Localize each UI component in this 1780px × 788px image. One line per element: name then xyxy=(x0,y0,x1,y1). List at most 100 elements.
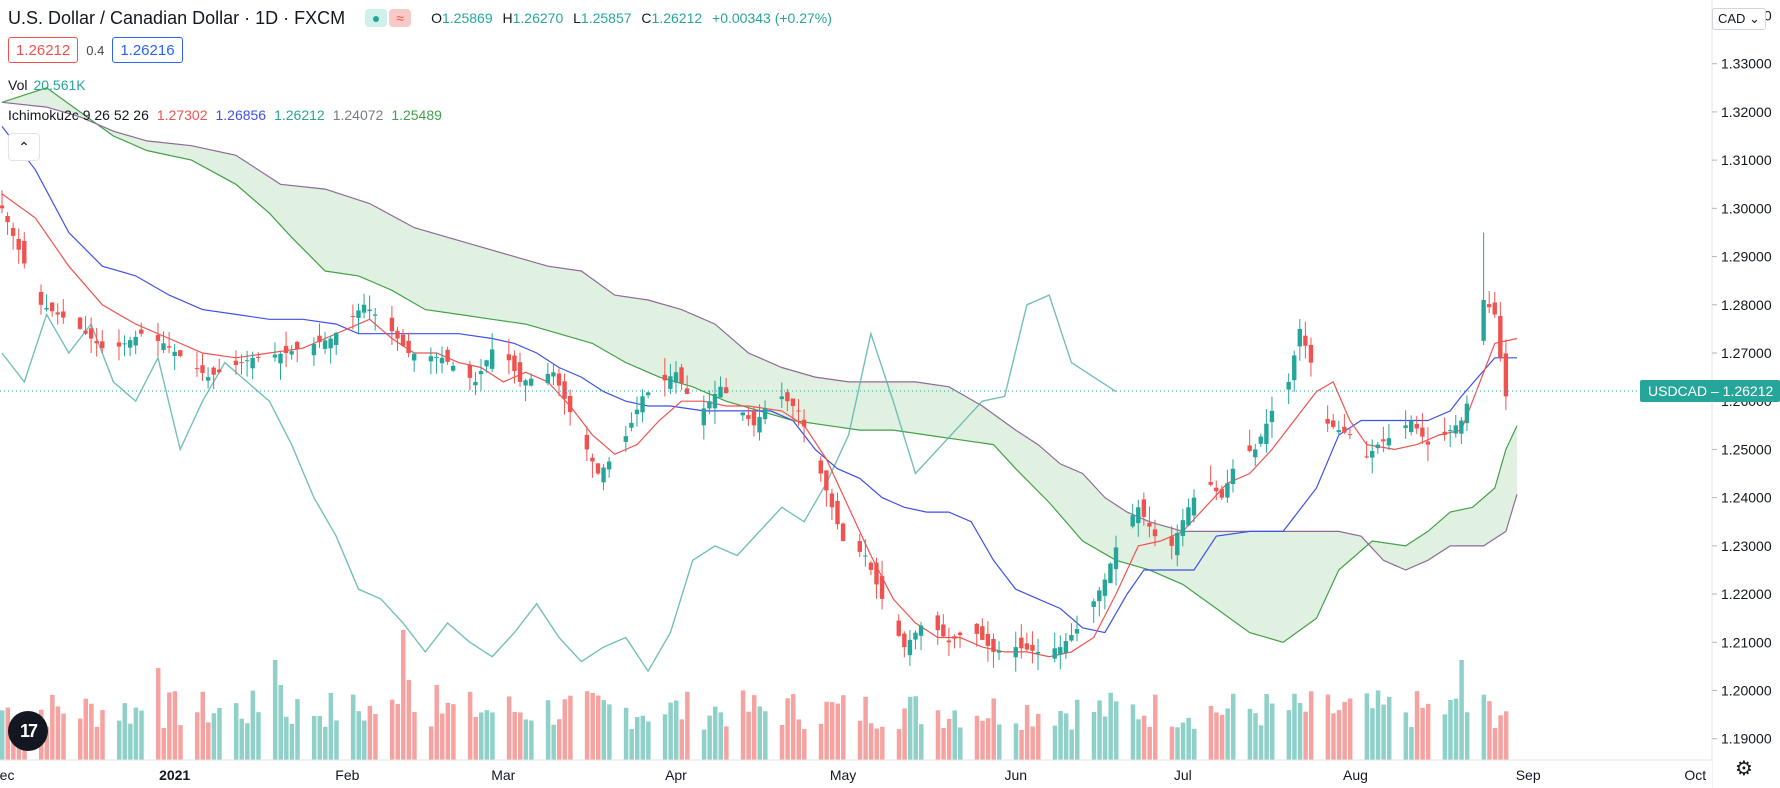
candle-body xyxy=(88,328,94,339)
volume-bar xyxy=(506,696,512,760)
collapse-legend-button[interactable]: ⌃ xyxy=(8,133,40,161)
candle-body xyxy=(283,345,289,353)
volume-bar xyxy=(907,696,913,760)
volume-bar xyxy=(1481,694,1487,760)
volume-bar xyxy=(1386,696,1392,760)
volume-bar xyxy=(607,704,612,760)
candle-body xyxy=(1303,335,1308,346)
y-tick-label: 1.29000 xyxy=(1721,249,1772,265)
candle-body xyxy=(1019,637,1024,649)
volume-bar xyxy=(880,726,885,760)
delayed-data-icon[interactable]: ≈ xyxy=(389,9,412,27)
candle-body xyxy=(395,330,400,339)
y-tick-label: 1.32000 xyxy=(1721,104,1772,120)
ichimoku-base-value: 1.26856 xyxy=(215,107,267,123)
volume-bar xyxy=(1175,727,1180,760)
volume-bar xyxy=(529,720,534,760)
candle-body xyxy=(1308,344,1314,363)
x-tick-label: Dec xyxy=(0,767,14,783)
volume-bar xyxy=(997,724,1002,760)
gear-icon[interactable]: ⚙ xyxy=(1735,758,1753,780)
volume-legend[interactable]: Vol 20.561K xyxy=(8,77,86,93)
volume-bar xyxy=(317,715,322,760)
y-tick-label: 1.27000 xyxy=(1721,345,1772,361)
volume-bar xyxy=(440,713,445,760)
span-a-line xyxy=(1,87,1518,643)
ichimoku-legend[interactable]: Ichimoku2c 9 26 52 26 1.27302 1.26856 1.… xyxy=(8,107,442,123)
volume-bar xyxy=(1091,711,1097,760)
volume-bar xyxy=(868,723,874,760)
market-status-toggle[interactable]: ● ≈ xyxy=(365,9,412,27)
tradingview-logo-icon[interactable]: 17 xyxy=(8,711,48,751)
x-tick-label: Aug xyxy=(1343,767,1368,783)
volume-bar xyxy=(646,721,651,760)
symbol-title[interactable]: U.S. Dollar / Canadian Dollar · 1D · FXC… xyxy=(8,7,346,28)
candle-body xyxy=(1264,423,1269,444)
volume-bar xyxy=(200,691,206,760)
candle-body xyxy=(868,562,874,570)
volume-bar xyxy=(245,723,250,760)
volume-bar xyxy=(980,720,985,760)
volume-bar xyxy=(1414,691,1420,760)
volume-bar xyxy=(679,719,685,760)
candle-body xyxy=(1074,629,1080,634)
candle-body xyxy=(1420,427,1425,437)
time-axis xyxy=(0,760,1712,788)
volume-bar xyxy=(167,692,172,760)
candle-body xyxy=(256,356,261,358)
candle-body xyxy=(684,388,690,394)
currency-selector[interactable]: CAD ⌄ xyxy=(1712,8,1766,30)
y-tick-label: 1.25000 xyxy=(1721,441,1772,457)
volume-bar xyxy=(740,690,746,760)
candle-body xyxy=(1336,430,1341,433)
volume-bar xyxy=(584,691,590,760)
candle-body xyxy=(1225,483,1230,498)
candle-body xyxy=(957,632,963,636)
candle-body xyxy=(334,332,339,345)
candle-body xyxy=(1175,533,1180,556)
volume-bar xyxy=(673,700,679,760)
volume-bar xyxy=(1130,704,1136,760)
candle-body xyxy=(311,343,317,356)
y-tick-label: 1.21000 xyxy=(1721,634,1772,650)
candle-body xyxy=(289,351,294,355)
volume-bar xyxy=(1453,698,1459,760)
volume-bar xyxy=(473,717,478,760)
x-tick-label: May xyxy=(830,767,856,783)
candle-body xyxy=(139,329,144,334)
candle-body xyxy=(484,360,489,367)
buy-button[interactable]: 1.26216 xyxy=(112,37,183,63)
candle-body xyxy=(16,239,21,250)
market-open-icon[interactable]: ● xyxy=(365,9,388,27)
candle-body xyxy=(996,650,1002,653)
sell-button[interactable]: 1.26212 xyxy=(8,37,79,63)
candle-body xyxy=(918,625,924,636)
volume-bar xyxy=(1114,701,1119,760)
volume-legend-value: 20.561K xyxy=(33,77,86,93)
volume-bar xyxy=(328,692,334,760)
volume-bar xyxy=(367,705,373,760)
candle-body xyxy=(790,398,796,407)
volume-bar xyxy=(278,685,283,760)
volume-bar xyxy=(1375,690,1381,760)
volume-bar xyxy=(479,712,484,760)
candle-body xyxy=(1035,651,1041,654)
candle-body xyxy=(10,228,16,236)
candle-body xyxy=(211,367,216,375)
candle-body xyxy=(1325,418,1330,424)
candle-body xyxy=(1258,436,1264,444)
chart-header: U.S. Dollar / Canadian Dollar · 1D · FXC… xyxy=(8,7,832,29)
candle-body xyxy=(1191,497,1197,516)
x-tick-label: Feb xyxy=(335,767,359,783)
volume-bar xyxy=(634,717,640,760)
candle-body xyxy=(367,309,372,312)
x-tick-label: 2021 xyxy=(159,767,190,783)
volume-bar xyxy=(373,713,378,760)
candle-body xyxy=(55,312,60,315)
volume-bar xyxy=(1308,691,1314,760)
volume-bar xyxy=(1097,700,1102,760)
candle-body xyxy=(1370,451,1375,458)
volume-bar xyxy=(178,725,183,760)
volume-bar xyxy=(356,711,361,760)
